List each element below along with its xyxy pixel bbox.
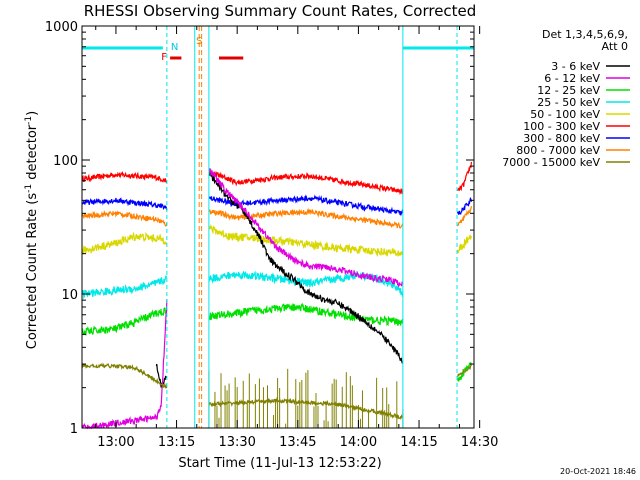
y-tick-label: 100	[53, 154, 78, 169]
legend-header-1: Det 1,3,4,5,6,9,	[542, 28, 628, 41]
series-line	[81, 223, 472, 258]
legend-entry-label: 6 - 12 keV	[544, 72, 600, 85]
x-tick-label: 14:30	[461, 435, 498, 450]
series-line	[81, 362, 472, 420]
y-tick-label: 10	[61, 288, 78, 303]
night-marker-label: N	[171, 42, 178, 53]
series-line	[81, 205, 472, 229]
x-tick-label: 14:00	[340, 435, 377, 450]
legend-entry-label: 12 - 25 keV	[537, 84, 600, 97]
legend-entry-label: 100 - 300 keV	[523, 120, 600, 133]
x-tick-label: 13:00	[97, 435, 134, 450]
y-tick-label: 1	[70, 422, 78, 437]
saa-marker-label: S	[196, 36, 202, 47]
legend-entry-label: 800 - 7000 keV	[516, 144, 600, 157]
series-line	[81, 168, 403, 430]
plot-frame	[81, 25, 475, 429]
legend-header-2: Att 0	[602, 40, 628, 53]
x-tick-label: 13:45	[279, 435, 316, 450]
footer-timestamp: 20-Oct-2021 18:46	[560, 467, 636, 476]
series-line	[155, 171, 403, 388]
legend-entry-label: 7000 - 15000 keV	[502, 156, 600, 169]
x-axis-label: Start Time (11-Jul-13 12:53:22)	[178, 456, 381, 471]
legend-entry-label: 300 - 800 keV	[523, 132, 600, 145]
series-line	[81, 161, 472, 195]
x-tick-label: 13:30	[218, 435, 255, 450]
y-axis-label: Corrected Count Rate (s-1 detector-1)	[24, 111, 40, 349]
x-tick-label: 13:15	[158, 435, 195, 450]
legend-entry-label: 25 - 50 keV	[537, 96, 600, 109]
y-tick-label: 1000	[45, 20, 78, 35]
flare-marker-label: F	[161, 52, 167, 63]
legend-entry-label: 50 - 100 keV	[530, 108, 600, 121]
legend-entry-label: 3 - 6 keV	[551, 60, 600, 73]
chart-title: RHESSI Observing Summary Count Rates, Co…	[84, 2, 477, 20]
series-line	[81, 270, 404, 300]
x-tick-label: 14:15	[400, 435, 437, 450]
